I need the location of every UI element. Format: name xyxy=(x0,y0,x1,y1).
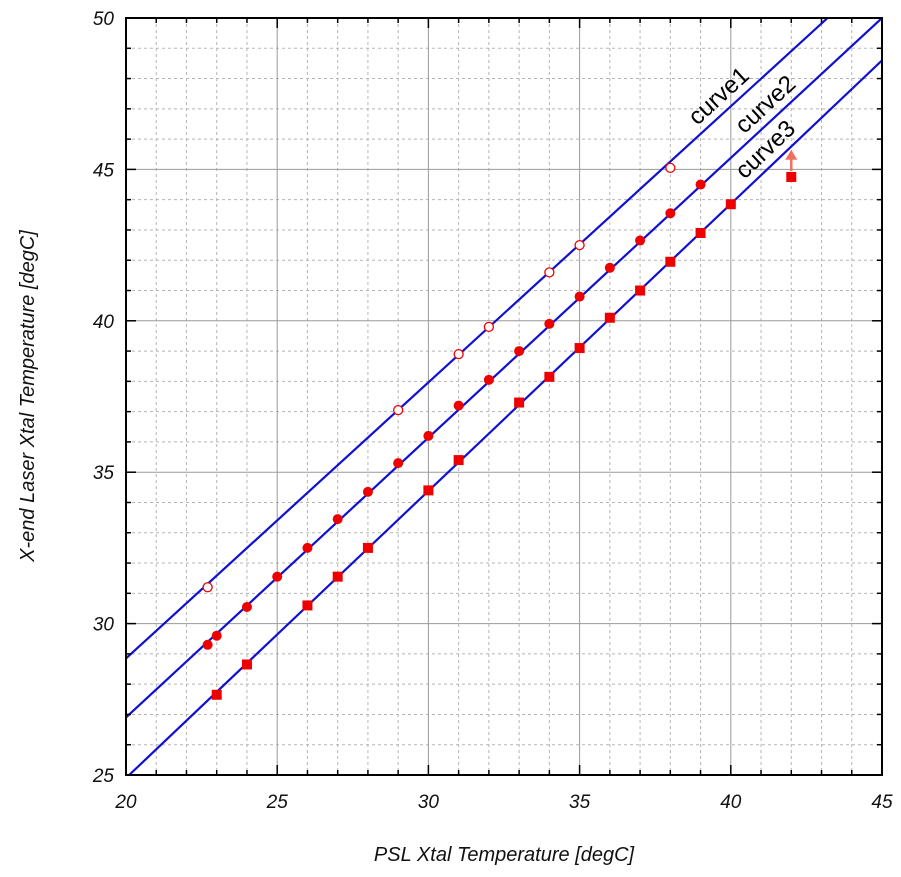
y-tick-label: 50 xyxy=(93,9,115,30)
marker-filled-circle xyxy=(393,458,404,469)
marker-filled-circle xyxy=(635,235,646,246)
marker-filled-square xyxy=(241,659,252,670)
marker-open-circle xyxy=(393,404,404,416)
marker-open-circle xyxy=(574,239,585,251)
marker-filled-circle xyxy=(423,430,434,441)
marker-filled-square xyxy=(302,600,313,611)
y-tick-label: 45 xyxy=(93,160,115,181)
marker-filled-square xyxy=(574,343,585,354)
marker-filled-circle xyxy=(544,318,555,329)
fit-line-curve3 xyxy=(127,59,882,775)
marker-filled-square xyxy=(544,371,555,382)
marker-filled-square xyxy=(725,199,736,210)
marker-filled-circle xyxy=(241,601,252,612)
marker-open-circle xyxy=(453,348,464,360)
marker-filled-circle xyxy=(574,291,585,302)
marker-filled-square xyxy=(211,689,222,700)
marker-filled-square xyxy=(665,256,676,267)
marker-open-circle xyxy=(483,321,495,333)
marker-filled-square xyxy=(423,485,434,496)
marker-filled-square xyxy=(695,227,706,238)
x-tick-label: 35 xyxy=(569,792,591,813)
marker-filled-square xyxy=(362,542,373,553)
marker-filled-square xyxy=(786,171,797,182)
marker-filled-square xyxy=(604,312,615,323)
marker-filled-circle xyxy=(453,400,464,411)
marker-filled-circle xyxy=(665,208,676,219)
fit-lines xyxy=(126,18,882,775)
marker-open-circle xyxy=(544,267,555,278)
x-tick-label: 30 xyxy=(418,792,440,813)
marker-filled-circle xyxy=(332,514,343,525)
x-tick-label: 20 xyxy=(114,792,137,813)
tick-labels: 20 25 30 35 40 45 25 30 35 40 45 50 xyxy=(92,9,893,813)
annotation-arrow-head xyxy=(785,149,798,160)
y-tick-label: 30 xyxy=(93,615,115,636)
y-tick-label: 40 xyxy=(93,312,115,333)
marker-filled-circle xyxy=(604,262,615,273)
x-tick-label: 40 xyxy=(720,792,742,813)
marker-filled-square xyxy=(332,571,343,582)
x-tick-label: 25 xyxy=(266,792,289,813)
marker-open-circle xyxy=(665,162,676,174)
fit-line-curve1 xyxy=(126,18,829,660)
grid xyxy=(126,18,882,775)
marker-filled-square xyxy=(453,455,464,466)
plot-frame xyxy=(125,17,883,776)
marker-filled-circle xyxy=(272,571,283,582)
marker-filled-circle xyxy=(483,374,494,385)
marker-filled-square xyxy=(635,285,646,296)
x-axis-title: PSL Xtal Temperature [degC] xyxy=(374,844,635,866)
plot-border xyxy=(125,17,883,776)
y-tick-label: 25 xyxy=(92,766,115,787)
marker-filled-circle xyxy=(514,346,525,357)
data-markers xyxy=(202,149,798,700)
marker-filled-circle xyxy=(202,639,213,650)
marker-open-circle xyxy=(202,582,213,593)
x-tick-label: 45 xyxy=(871,792,893,813)
marker-filled-circle xyxy=(302,542,313,553)
y-axis-title: X-end Laser Xtal Temperature [degC] xyxy=(17,230,39,563)
marker-filled-circle xyxy=(695,179,706,190)
marker-filled-circle xyxy=(211,630,222,641)
marker-filled-circle xyxy=(362,486,373,497)
y-tick-label: 35 xyxy=(93,463,115,484)
fit-line-curve2 xyxy=(126,18,882,719)
marker-filled-square xyxy=(514,397,525,408)
